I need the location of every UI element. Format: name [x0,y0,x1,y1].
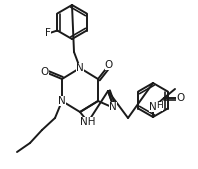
Text: N: N [76,63,84,73]
Text: NH: NH [80,117,96,127]
Text: O: O [41,67,49,77]
Text: O: O [176,93,184,103]
Text: O: O [105,60,113,70]
Text: H: H [157,102,163,111]
Text: F: F [45,29,51,39]
Text: N: N [149,102,157,112]
Text: N: N [58,96,66,106]
Text: N: N [109,102,117,112]
